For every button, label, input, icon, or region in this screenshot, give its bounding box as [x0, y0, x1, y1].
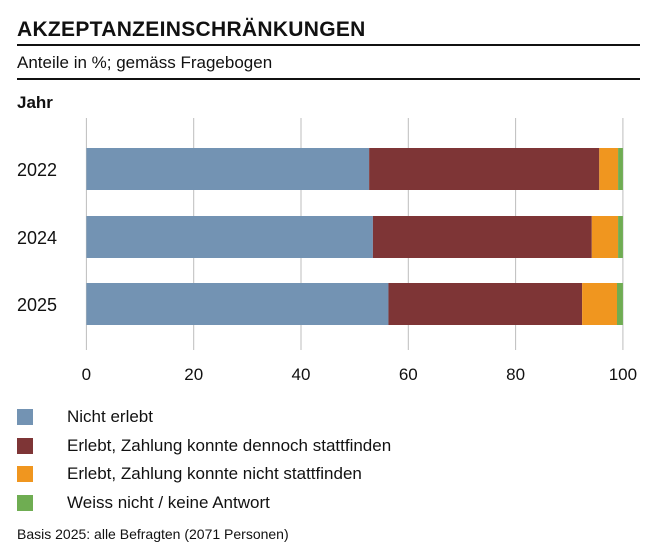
legend-swatch — [17, 409, 33, 426]
legend-item: Weiss nicht / keine Antwort — [17, 489, 391, 518]
bar-segment — [86, 216, 373, 258]
bar-plot: 0 20 40 60 80 100 2022 2024 2025 — [17, 118, 637, 384]
y-tick-label: 2022 — [17, 160, 57, 180]
y-tick-label: 2025 — [17, 295, 57, 315]
bar-segment — [582, 283, 617, 325]
footnote: Basis 2025: alle Befragten (2071 Persone… — [17, 526, 289, 542]
bar-segment — [86, 283, 389, 325]
x-tick-label: 100 — [609, 365, 637, 384]
bar-segment — [591, 216, 619, 258]
legend-item: Erlebt, Zahlung konnte nicht stattfinden — [17, 460, 391, 489]
legend-swatch — [17, 466, 33, 483]
legend-item: Nicht erlebt — [17, 403, 391, 432]
x-tick-label: 80 — [506, 365, 525, 384]
bar-segment — [388, 283, 583, 325]
chart-subtitle: Anteile in %; gemäss Fragebogen — [17, 53, 273, 72]
bar-segment — [86, 148, 370, 190]
x-tick-label: 40 — [292, 365, 311, 384]
legend-label: Erlebt, Zahlung konnte dennoch stattfind… — [67, 435, 392, 455]
subtitle-rule — [17, 78, 640, 80]
y-tick-label: 2024 — [17, 228, 57, 248]
bar-segment — [369, 148, 600, 190]
bar-segment — [618, 148, 623, 190]
legend-swatch — [17, 437, 33, 454]
legend-item: Erlebt, Zahlung konnte dennoch stattfind… — [17, 432, 391, 461]
y-axis-label: Jahr — [17, 93, 53, 112]
legend-label: Erlebt, Zahlung konnte nicht stattfinden — [67, 464, 362, 484]
x-tick-label: 0 — [82, 365, 91, 384]
title-rule — [17, 44, 640, 46]
x-tick-label: 20 — [184, 365, 203, 384]
x-tick-label: 60 — [399, 365, 418, 384]
legend-label: Nicht erlebt — [67, 407, 153, 427]
legend: Nicht erlebt Erlebt, Zahlung konnte denno… — [17, 403, 391, 517]
bar-segment — [599, 148, 619, 190]
bar-segment — [616, 283, 623, 325]
bar-segment — [372, 216, 592, 258]
bar-segment — [618, 216, 623, 258]
legend-label: Weiss nicht / keine Antwort — [67, 492, 270, 512]
legend-swatch — [17, 494, 33, 511]
chart-title: AKZEPTANZEINSCHRÄNKUNGEN — [17, 18, 366, 41]
